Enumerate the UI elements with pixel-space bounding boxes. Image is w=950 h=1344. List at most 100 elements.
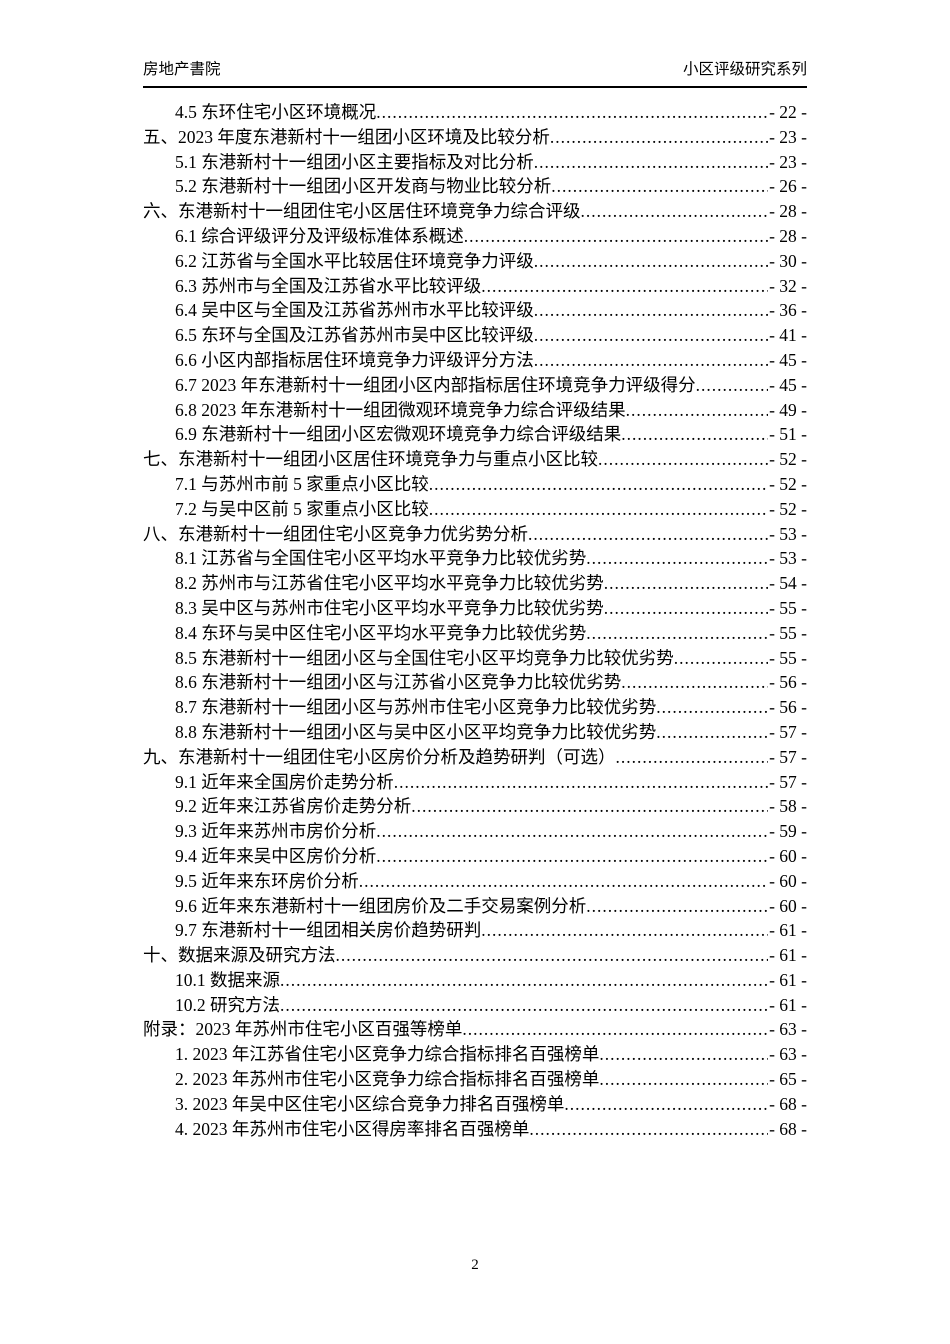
toc-entry-label: 8.4 东环与吴中区住宅小区平均水平竞争力比较优劣势 [175,622,587,643]
toc-entry-page: - 56 - [769,672,807,693]
toc-entry-label: 2. 2023 年苏州市住宅小区竞争力综合指标排名百强榜单 [175,1069,600,1090]
toc-entry-label: 附录：2023 年苏州市住宅小区百强等榜单 [143,1019,463,1040]
toc-entry-page: - 60 - [769,895,807,916]
toc-dot-leader [462,1017,768,1042]
toc-entry: 七、东港新村十一组团小区居住环境竞争力与重点小区比较 - 52 - [143,447,807,472]
toc-dot-leader [534,150,768,175]
toc-entry-label: 1. 2023 年江苏省住宅小区竞争力综合指标排名百强榜单 [175,1044,600,1065]
toc-dot-leader [586,894,768,919]
toc-entry-page: - 22 - [769,102,807,122]
toc-entry-label: 8.7 东港新村十一组团小区与苏州市住宅小区竞争力比较优劣势 [175,697,657,718]
toc-entry-label: 9.4 近年来吴中区房价分析 [175,845,377,866]
toc-entry-page: - 45 - [769,349,807,370]
toc-entry-page: - 52 - [769,498,807,519]
toc-entry: 8.1 江苏省与全国住宅小区平均水平竞争力比较优劣势 - 53 - [143,546,807,571]
toc-entry-page: - 65 - [769,1069,807,1090]
toc-entry-label: 8.5 东港新村十一组团小区与全国住宅小区平均竞争力比较优劣势 [175,647,674,668]
toc-entry-page: - 49 - [769,399,807,420]
toc-dot-leader [376,844,768,869]
toc-dot-leader [586,621,768,646]
toc-entry-label: 8.8 东港新村十一组团小区与吴中区小区平均竞争力比较优劣势 [175,721,657,742]
toc-entry: 9.5 近年来东环房价分析 - 60 - [143,869,807,894]
toc-entry-page: - 30 - [769,250,807,271]
toc-entry-label: 8.3 吴中区与苏州市住宅小区平均水平竞争力比较优劣势 [175,597,604,618]
toc-entry: 1. 2023 年江苏省住宅小区竞争力综合指标排名百强榜单 - 63 - [143,1042,807,1067]
toc-entry-page: - 36 - [769,300,807,321]
toc-dot-leader [534,323,768,348]
toc-entry-page: - 60 - [769,870,807,891]
toc-entry-page: - 54 - [769,573,807,594]
toc-entry: 6.8 2023 年东港新村十一组团微观环境竞争力综合评级结果 - 49 - [143,398,807,423]
toc-dot-leader [336,943,769,968]
toc-entry: 9.6 近年来东港新村十一组团房价及二手交易案例分析 - 60 - [143,894,807,919]
toc-entry-label: 8.6 东港新村十一组团小区与江苏省小区竞争力比较优劣势 [175,672,622,693]
toc-entry: 6.3 苏州市与全国及江苏省水平比较评级 - 32 - [143,274,807,299]
toc-dot-leader [280,968,768,993]
toc-dot-leader [599,1042,768,1067]
toc-dot-leader [696,373,768,398]
toc-dot-leader [429,472,768,497]
toc-dot-leader [534,348,768,373]
toc-entry-page: - 59 - [769,821,807,842]
toc-dot-leader [551,174,768,199]
toc-entry: 6.2 江苏省与全国水平比较居住环境竞争力评级 - 30 - [143,249,807,274]
header-left-title: 房地产書院 [143,61,221,78]
toc-dot-leader [599,1067,768,1092]
toc-entry-page: - 57 - [769,771,807,792]
toc-entry: 六、东港新村十一组团住宅小区居住环境竞争力综合评级 - 28 - [143,199,807,224]
toc-dot-leader [621,670,768,695]
header-right-title: 小区评级研究系列 [682,61,807,78]
toc-entry-label: 9.6 近年来东港新村十一组团房价及二手交易案例分析 [175,895,587,916]
page-header: 房地产書院 小区评级研究系列 [0,0,950,79]
toc-entry: 6.5 东环与全国及江苏省苏州市吴中区比较评级 - 41 - [143,323,807,348]
toc-entry-page: - 53 - [769,523,807,544]
toc-entry-label: 9.5 近年来东环房价分析 [175,870,359,891]
header-divider [143,86,807,88]
toc-entry-page: - 53 - [769,548,807,569]
toc-dot-leader [586,546,768,571]
toc-entry-page: - 45 - [769,374,807,395]
toc-entry-page: - 28 - [769,225,807,246]
toc-entry-page: - 61 - [769,969,807,990]
toc-entry: 9.2 近年来江苏省房价走势分析 - 58 - [143,794,807,819]
toc-entry-page: - 41 - [769,325,807,346]
toc-entry: 8.4 东环与吴中区住宅小区平均水平竞争力比较优劣势 - 55 - [143,621,807,646]
toc-entry-label: 6.7 2023 年东港新村十一组团小区内部指标居住环境竞争力评级得分 [175,374,696,395]
page-number: 2 [471,1257,479,1273]
toc-entry: 8.5 东港新村十一组团小区与全国住宅小区平均竞争力比较优劣势 - 55 - [143,646,807,671]
toc-dot-leader [621,422,768,447]
toc-entry-page: - 28 - [769,201,807,222]
toc-dot-leader [376,100,768,125]
toc-dot-leader [626,398,768,423]
toc-dot-leader [376,819,768,844]
toc-entry-label: 6.5 东环与全国及江苏省苏州市吴中区比较评级 [175,325,534,346]
toc-entry: 6.6 小区内部指标居住环境竞争力评级评分方法 - 45 - [143,348,807,373]
toc-entry-page: - 63 - [769,1019,807,1040]
toc-entry-page: - 68 - [769,1093,807,1114]
toc-entry: 5.1 东港新村十一组团小区主要指标及对比分析 - 23 - [143,150,807,175]
toc-entry: 5.2 东港新村十一组团小区开发商与物业比较分析 - 26 - [143,174,807,199]
toc-dot-leader [534,249,768,274]
toc-entry-label: 7.1 与苏州市前 5 家重点小区比较 [175,473,429,494]
toc-entry: 3. 2023 年吴中区住宅小区综合竞争力排名百强榜单 - 68 - [143,1092,807,1117]
toc-entry-label: 9.3 近年来苏州市房价分析 [175,821,377,842]
toc-entry: 7.2 与吴中区前 5 家重点小区比较 - 52 - [143,497,807,522]
toc-entry: 9.3 近年来苏州市房价分析 - 59 - [143,819,807,844]
toc-entry-label: 6.9 东港新村十一组团小区宏微观环境竞争力综合评级结果 [175,424,622,445]
toc-entry-page: - 55 - [769,647,807,668]
toc-dot-leader [528,522,768,547]
toc-entry-page: - 23 - [769,126,807,147]
toc-entry-label: 9.1 近年来全国房价走势分析 [175,771,394,792]
toc-dot-leader [656,695,768,720]
toc-entry-label: 9.2 近年来江苏省房价走势分析 [175,796,412,817]
toc-entry-label: 6.3 苏州市与全国及江苏省水平比较评级 [175,275,482,296]
toc-entry-label: 6.1 综合评级评分及评级标准体系概述 [175,225,464,246]
page-footer: 2 [0,1257,950,1274]
toc-entry: 7.1 与苏州市前 5 家重点小区比较 - 52 - [143,472,807,497]
toc-entry: 十、数据来源及研究方法 - 61 - [143,943,807,968]
toc-entry: 8.2 苏州市与江苏省住宅小区平均水平竞争力比较优劣势 - 54 - [143,571,807,596]
toc-dot-leader [550,125,768,150]
toc-entry: 五、2023 年度东港新村十一组团小区环境及比较分析 - 23 - [143,125,807,150]
toc-entry-label: 八、东港新村十一组团住宅小区竞争力优劣势分析 [143,523,528,544]
toc-entry-label: 六、东港新村十一组团住宅小区居住环境竞争力综合评级 [143,201,581,222]
